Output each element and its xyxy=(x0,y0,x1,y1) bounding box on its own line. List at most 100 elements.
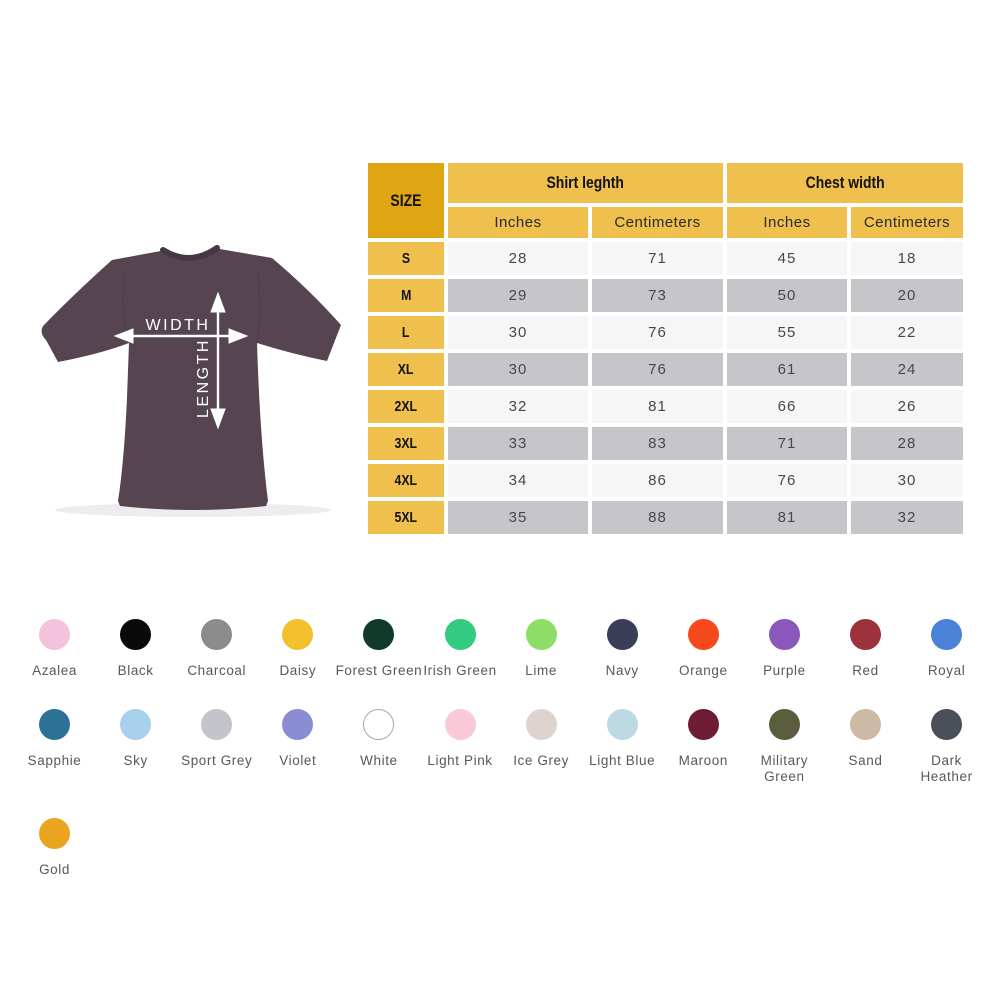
table-cell-S-0: 28 xyxy=(448,242,588,275)
swatch-label: Military Green xyxy=(760,753,809,784)
table-cell-5XL-2: 81 xyxy=(727,501,847,534)
width-arrowhead-left xyxy=(113,328,134,344)
swatch-label: Light Blue xyxy=(589,753,656,768)
table-cell-XL-3: 24 xyxy=(851,353,963,386)
swatch-label: Black xyxy=(117,663,154,678)
table-cell-M-3: 20 xyxy=(851,279,963,312)
table-cell-3XL-2: 71 xyxy=(727,427,847,460)
tshirt-back-image: WIDTH LENGTH xyxy=(41,245,341,517)
swatch-label: Ice Grey xyxy=(513,753,570,768)
table-cell-4XL-2: 76 xyxy=(727,464,847,497)
color-swatch-navy: Navy xyxy=(582,612,663,679)
color-swatch-violet: Violet xyxy=(257,702,338,784)
swatch-label: Gold xyxy=(39,862,70,877)
size-row-label-3XL: 3XL xyxy=(368,427,444,460)
table-cell-L-3: 22 xyxy=(851,316,963,349)
size-row-label-2XL: 2XL xyxy=(368,390,444,423)
table-cell-4XL-1: 86 xyxy=(592,464,723,497)
length-arrowhead-top xyxy=(210,291,226,313)
swatch-circle xyxy=(120,619,152,650)
size-table-corner-header: SIZE xyxy=(368,163,444,238)
size-table: SIZE Shirt leghth Chest width Inches Cen… xyxy=(368,163,963,534)
table-cell-S-2: 45 xyxy=(727,242,847,275)
swatch-circle xyxy=(39,619,71,650)
shirt-shadow xyxy=(55,503,331,517)
color-swatch-daisy: Daisy xyxy=(257,612,338,679)
swatch-label: Purple xyxy=(763,663,806,678)
swatch-label: Charcoal xyxy=(187,663,247,678)
swatch-circle xyxy=(687,709,719,740)
sleeve-seam-right xyxy=(256,273,261,344)
table-cell-XL-0: 30 xyxy=(448,353,588,386)
table-cell-XL-2: 61 xyxy=(727,353,847,386)
swatch-label: Azalea xyxy=(32,663,77,678)
swatch-label: Daisy xyxy=(279,663,317,678)
table-cell-3XL-3: 28 xyxy=(851,427,963,460)
width-arrowhead-right xyxy=(228,328,249,344)
color-swatch-red: Red xyxy=(825,612,906,679)
swatch-label: Violet xyxy=(279,753,317,768)
shirt-length-inches-header: Inches xyxy=(448,207,588,238)
swatch-circle xyxy=(931,709,963,740)
color-palette-row-1: Azalea Black Charcoal Daisy Forest Green Iris… xyxy=(14,612,987,679)
color-swatch-white: White xyxy=(338,702,419,784)
swatch-label: Forest Green xyxy=(335,663,423,678)
chest-width-inches-header: Inches xyxy=(727,207,847,238)
size-row-label-S: S xyxy=(368,242,444,275)
color-swatch-orange: Orange xyxy=(663,612,744,679)
collar-seam xyxy=(160,245,220,261)
color-swatch-sand: Sand xyxy=(825,702,906,784)
table-cell-5XL-0: 35 xyxy=(448,501,588,534)
table-cell-M-1: 73 xyxy=(592,279,723,312)
color-swatch-dark-heather: Dark Heather xyxy=(906,702,987,784)
color-swatch-light-blue: Light Blue xyxy=(582,702,663,784)
table-cell-4XL-0: 34 xyxy=(448,464,588,497)
shirt-length-label: Shirt leghth xyxy=(546,173,625,192)
swatch-circle xyxy=(606,619,638,650)
table-cell-XL-1: 76 xyxy=(592,353,723,386)
color-swatch-royal: Royal xyxy=(906,612,987,679)
length-arrowhead-bottom xyxy=(210,408,226,430)
swatch-circle xyxy=(444,709,476,740)
size-header-label: SIZE xyxy=(390,190,422,210)
color-swatch-gold: Gold xyxy=(14,811,95,878)
color-swatch-ice-grey: Ice Grey xyxy=(501,702,582,784)
width-label: WIDTH xyxy=(146,317,211,334)
swatch-circle xyxy=(931,619,963,650)
swatch-circle xyxy=(363,619,395,650)
color-palette-row-2: Sapphie Sky Sport Grey Violet White Light Pin… xyxy=(14,702,987,784)
chest-width-group-header: Chest width xyxy=(727,163,963,203)
color-swatch-forest-green: Forest Green xyxy=(336,612,422,679)
swatch-circle xyxy=(282,619,314,650)
swatch-circle xyxy=(849,619,881,650)
swatch-circle xyxy=(363,709,395,740)
swatch-circle xyxy=(687,619,719,650)
size-row-label-5XL: 5XL xyxy=(368,501,444,534)
swatch-circle xyxy=(201,709,233,740)
swatch-label: White xyxy=(360,753,398,768)
table-cell-L-0: 30 xyxy=(448,316,588,349)
color-swatch-military-green: Military Green xyxy=(744,702,825,784)
color-swatch-sport-grey: Sport Grey xyxy=(176,702,257,784)
color-swatch-sky: Sky xyxy=(95,702,176,784)
size-row-label-L: L xyxy=(368,316,444,349)
table-cell-5XL-1: 88 xyxy=(592,501,723,534)
size-row-label-4XL: 4XL xyxy=(368,464,444,497)
swatch-circle xyxy=(768,619,800,650)
size-row-label-M: M xyxy=(368,279,444,312)
color-swatch-irish-green: Irish Green xyxy=(419,612,500,679)
chest-width-centimeters-header: Centimeters xyxy=(851,207,963,238)
color-swatch-purple: Purple xyxy=(744,612,825,679)
color-palette-row-3: Gold xyxy=(14,811,987,878)
color-swatch-black: Black xyxy=(95,612,176,679)
color-swatch-light-pink: Light Pink xyxy=(419,702,500,784)
swatch-label: Orange xyxy=(678,663,728,678)
table-cell-S-1: 71 xyxy=(592,242,723,275)
table-cell-M-2: 50 xyxy=(727,279,847,312)
shirt-diagram: WIDTH LENGTH xyxy=(30,238,350,528)
color-swatch-charcoal: Charcoal xyxy=(176,612,257,679)
swatch-label: Maroon xyxy=(678,753,728,768)
table-cell-4XL-3: 30 xyxy=(851,464,963,497)
swatch-label: Sapphie xyxy=(27,753,82,768)
